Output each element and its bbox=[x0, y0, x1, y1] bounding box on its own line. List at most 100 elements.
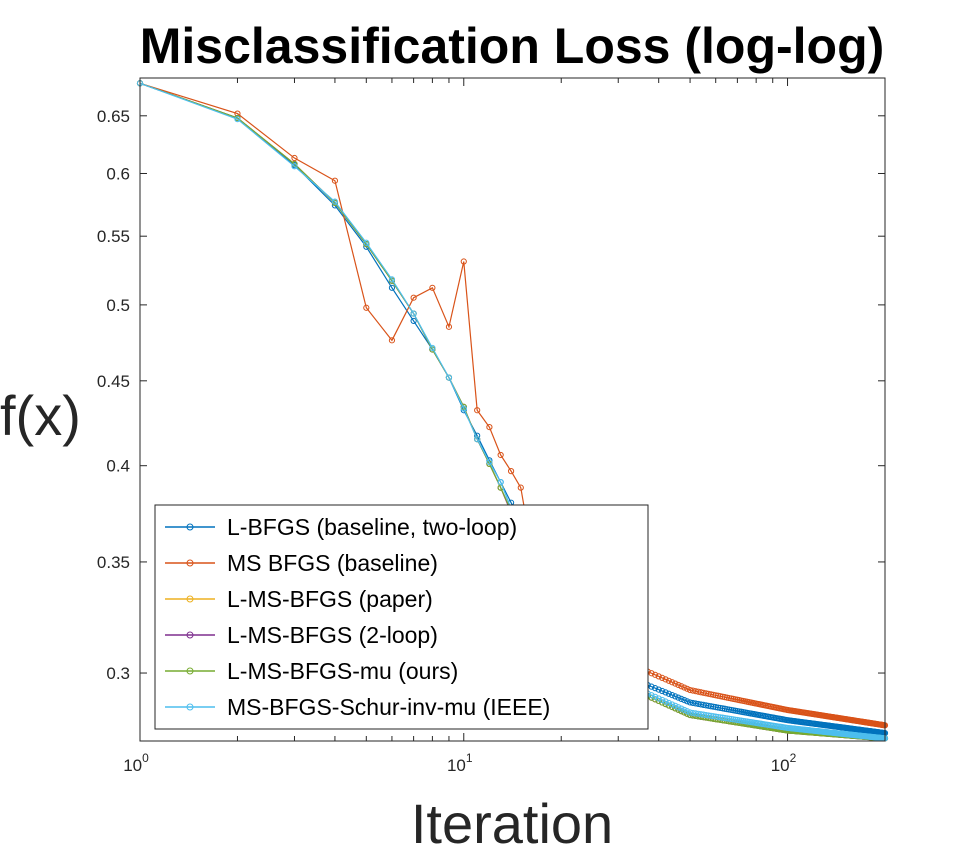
series-marker bbox=[429, 344, 436, 352]
legend-box bbox=[154, 504, 649, 730]
legend-label: MS-BFGS-Schur-inv-mu (IEEE) bbox=[227, 694, 550, 720]
series-marker bbox=[655, 686, 662, 693]
series-marker bbox=[655, 695, 662, 702]
series-marker bbox=[659, 674, 666, 681]
x-tick-base: 10 bbox=[771, 756, 790, 775]
series-marker bbox=[675, 704, 682, 711]
series-marker bbox=[652, 685, 659, 692]
series-marker bbox=[486, 424, 493, 431]
y-tick-label: 0.3 bbox=[106, 664, 130, 683]
series-marker bbox=[662, 698, 669, 705]
series-marker bbox=[665, 690, 672, 697]
y-tick-label: 0.4 bbox=[106, 457, 130, 476]
series-marker bbox=[517, 484, 524, 491]
legend-label: L-BFGS (baseline, two-loop) bbox=[227, 514, 517, 540]
x-tick-exponent: 2 bbox=[790, 751, 797, 765]
series-marker bbox=[486, 459, 493, 466]
series-marker bbox=[662, 676, 669, 683]
series-marker bbox=[721, 714, 728, 722]
series-marker bbox=[234, 116, 241, 123]
series-marker bbox=[429, 284, 436, 291]
y-axis: 0.3 0.35 0.4 0.45 0.5 0.55 0.6 0.65 bbox=[97, 107, 885, 683]
y-tick-label: 0.65 bbox=[97, 107, 130, 126]
series-marker bbox=[714, 692, 722, 699]
legend-item: MS-BFGS-Schur-inv-mu (IEEE) bbox=[165, 694, 550, 720]
series-marker bbox=[331, 177, 339, 184]
legend-marker bbox=[186, 667, 194, 675]
series-marker bbox=[655, 673, 662, 680]
y-tick-label: 0.55 bbox=[97, 227, 130, 246]
legend-marker bbox=[186, 559, 194, 567]
series-marker bbox=[474, 436, 481, 443]
series-marker bbox=[668, 679, 676, 686]
x-tick-base: 10 bbox=[447, 756, 466, 775]
x-tick-base: 10 bbox=[123, 756, 142, 775]
legend-marker bbox=[186, 523, 194, 531]
series-marker bbox=[678, 695, 685, 702]
x-axis: 100 101 102 bbox=[123, 78, 886, 775]
series-marker bbox=[460, 405, 467, 412]
x-tick-label: 100 bbox=[123, 751, 149, 775]
series-marker bbox=[474, 407, 481, 414]
series-marker bbox=[291, 163, 298, 170]
chart-title: Misclassification Loss (log-log) bbox=[140, 18, 885, 74]
series-marker bbox=[678, 705, 685, 712]
series-marker bbox=[681, 697, 688, 704]
series-marker bbox=[684, 685, 691, 692]
series-marker bbox=[410, 310, 417, 317]
series-marker bbox=[675, 694, 682, 701]
series-marker bbox=[714, 713, 722, 721]
series-marker bbox=[497, 451, 504, 459]
series-marker bbox=[291, 154, 298, 162]
x-tick-exponent: 0 bbox=[142, 751, 149, 765]
series-marker bbox=[363, 304, 370, 311]
series-marker bbox=[719, 705, 726, 712]
series-marker bbox=[652, 671, 659, 678]
series-marker bbox=[659, 696, 666, 704]
series-marker bbox=[363, 239, 370, 246]
series-marker bbox=[331, 198, 339, 205]
series-marker bbox=[388, 337, 396, 344]
legend-item: L-BFGS (baseline, two-loop) bbox=[165, 514, 517, 540]
plot-frame bbox=[139, 77, 886, 742]
legend-item: MS BFGS (baseline) bbox=[165, 550, 438, 576]
y-axis-label: f(x) bbox=[0, 384, 81, 447]
series-marker bbox=[665, 699, 672, 707]
series-marker bbox=[681, 706, 688, 714]
series-marker bbox=[684, 698, 691, 705]
series-marker bbox=[648, 692, 655, 699]
series-marker bbox=[460, 258, 467, 265]
series-marker bbox=[723, 715, 731, 722]
legend: L-BFGS (baseline, two-loop) MS BFGS (base… bbox=[154, 504, 649, 730]
series-marker bbox=[648, 670, 655, 677]
legend-item: L-MS-BFGS (2-loop) bbox=[165, 622, 438, 648]
series-marker bbox=[668, 701, 676, 708]
series-marker bbox=[717, 693, 724, 700]
legend-marker bbox=[186, 595, 194, 603]
series-marker bbox=[388, 276, 396, 283]
legend-label: MS BFGS (baseline) bbox=[227, 550, 438, 576]
series-marker bbox=[648, 683, 655, 690]
legend-marker bbox=[186, 703, 194, 711]
series-marker bbox=[714, 704, 722, 711]
series-marker bbox=[719, 714, 726, 721]
x-tick-label: 101 bbox=[447, 751, 473, 775]
legend-item: L-MS-BFGS-mu (ours) bbox=[165, 658, 458, 684]
y-tick-label: 0.45 bbox=[97, 372, 130, 391]
series-marker bbox=[672, 680, 679, 687]
series-marker bbox=[712, 713, 719, 720]
x-tick-exponent: 1 bbox=[466, 751, 473, 765]
series-marker bbox=[410, 294, 417, 301]
series-marker bbox=[672, 693, 679, 700]
legend-marker bbox=[186, 631, 194, 639]
series-marker bbox=[445, 323, 453, 330]
series-marker bbox=[675, 681, 682, 689]
series-marker bbox=[665, 677, 672, 684]
legend-item: L-MS-BFGS (paper) bbox=[165, 586, 433, 612]
y-tick-label: 0.6 bbox=[106, 164, 130, 183]
series-marker bbox=[678, 683, 685, 690]
x-axis-label: Iteration bbox=[411, 792, 613, 855]
series-marker bbox=[410, 317, 417, 325]
x-tick-label: 102 bbox=[771, 751, 797, 775]
